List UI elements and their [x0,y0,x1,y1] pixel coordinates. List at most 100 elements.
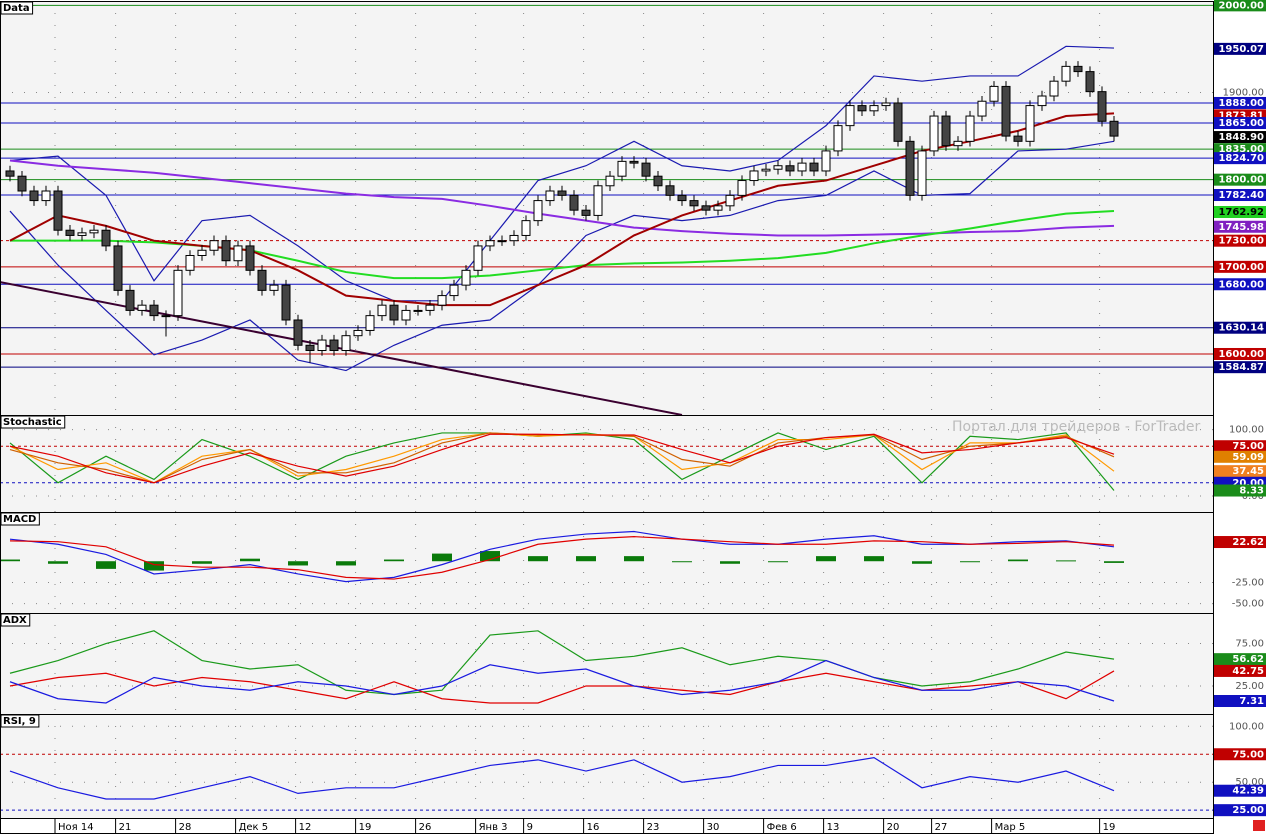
candle-body [665,185,675,196]
x-tick-label: Мар 5 [995,822,1026,833]
histogram-bar [144,561,164,571]
candle-body [389,304,399,321]
candle-body [125,289,135,311]
histogram-bar [768,561,788,563]
corner-icon[interactable] [1253,820,1265,831]
level-label: 1835.00 [1218,144,1264,155]
indicator-line [9,630,1115,696]
level-label-box [1214,465,1266,478]
level-label: 1680.00 [1218,279,1264,290]
panel-title-box [0,415,66,429]
level-label-box [1214,173,1266,186]
candle-body [557,190,567,196]
candle-body [185,255,195,271]
candle-body [845,105,855,127]
candle-body [773,165,783,170]
candle-body [521,220,531,236]
candle-body [1085,71,1095,93]
indicator-line [9,433,1115,484]
histogram-bar [192,561,212,564]
indicator-line [9,670,1115,704]
candle-body [1037,95,1047,107]
x-tick-label: 9 [527,822,533,833]
candle-body [953,140,963,147]
candle-body [1061,65,1071,82]
candle-body [605,175,615,187]
level-label-box [1214,653,1266,666]
indicator-line [9,536,1115,580]
level-label: 1800.00 [1218,175,1264,186]
y-tick-label: -50.00 [1232,599,1264,610]
candle-body [917,150,927,196]
y-tick-label: 75.00 [1235,639,1264,650]
panel [0,613,1214,715]
candle-body [713,205,723,211]
candle-body [353,329,363,337]
level-label-box [1214,784,1266,797]
candle-body [689,200,699,207]
level-label: 1762.92 [1218,207,1264,218]
candle-body [149,304,159,317]
level-label-box [1214,260,1266,273]
level-label: 1782.40 [1218,190,1264,201]
level-label: 1824.70 [1218,153,1264,164]
panel-title: MACD [3,514,36,525]
candle-body [749,170,759,182]
x-tick-label: 21 [119,822,132,833]
level-label-box [1214,450,1266,463]
level-label-box [1214,361,1266,374]
level-label: 1950.07 [1218,44,1264,55]
y-tick-label: 50.00 [1235,777,1264,788]
y-tick-label: -25.00 [1232,577,1264,588]
candle-body [473,245,483,271]
candle-body [893,102,903,142]
candle-body [965,115,975,142]
x-tick-label: Дек 5 [239,822,269,833]
histogram-bar [240,558,260,562]
histogram-bar [1056,560,1076,562]
plot-area [1,416,1213,512]
x-tick-label: Янв 3 [479,822,508,833]
level-label-box [1214,484,1266,497]
candle-body [821,150,831,172]
candle-body [77,232,87,236]
candle-body [293,319,303,346]
level-label-box [1214,321,1266,334]
level-label: 75.00 [1232,749,1264,760]
level-label-box [1214,278,1266,291]
candle-body [41,190,51,202]
level-label-box [1214,96,1266,109]
candle-body [1013,135,1023,142]
level-label: 1600.00 [1218,349,1264,360]
x-tick-label: 20 [887,822,900,833]
candle-body [545,190,555,202]
level-label: 1584.87 [1218,362,1264,373]
candle-body [197,249,207,257]
histogram-bar [1,559,20,562]
indicator-line [9,659,1115,704]
level-label-box [1214,42,1266,55]
candle-body [1025,105,1035,142]
panel-title-box [0,1,34,15]
level-label-box [1214,695,1266,708]
x-tick-label: 28 [179,822,192,833]
panel [0,1,1214,416]
candle-body [629,160,639,164]
x-tick-label: Фев 6 [767,822,797,833]
level-label-box [1214,220,1266,233]
x-tick-label: 23 [647,822,660,833]
candle-body [653,175,663,187]
candle-body [269,284,279,291]
level-label-box [1214,664,1266,677]
candle-body [65,229,75,236]
candle-body [365,315,375,331]
level-label: 59.09 [1232,452,1264,463]
level-label: 42.39 [1232,786,1264,797]
candle-body [449,284,459,297]
candle-body [569,194,579,211]
level-label: 1865.00 [1218,118,1264,129]
candle-body [113,245,123,291]
candle-body [245,245,255,271]
candle-body [677,194,687,202]
